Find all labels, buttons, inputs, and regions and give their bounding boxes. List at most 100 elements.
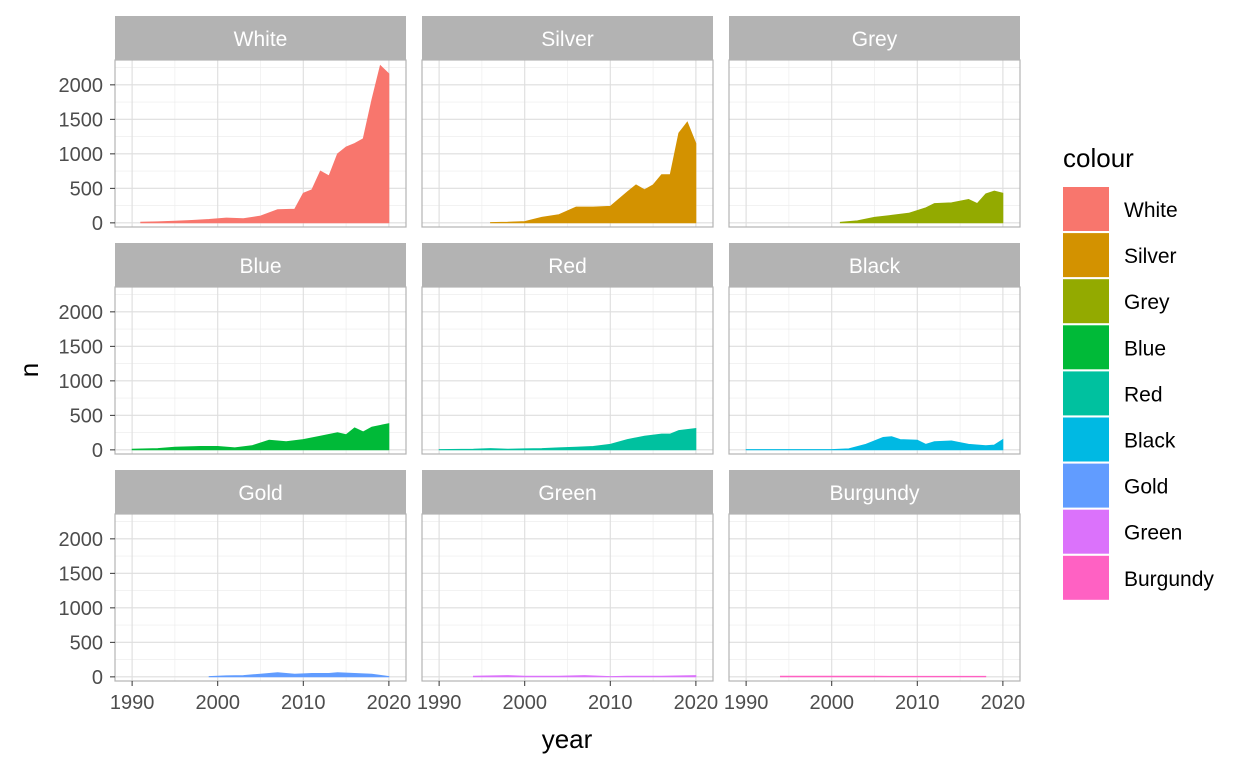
panel-grid (422, 287, 713, 454)
panel-grid (422, 60, 713, 227)
legend-title: colour (1063, 143, 1134, 173)
legend-item-gold: Gold (1063, 463, 1168, 508)
y-tick-label: 500 (70, 405, 103, 427)
panel-border (728, 286, 1021, 455)
x-tick-label: 2000 (502, 692, 547, 714)
panel-border (728, 513, 1021, 682)
facet-panel-black: Black (728, 243, 1021, 455)
facet-strip-label: Green (538, 482, 596, 505)
y-tick-label: 1000 (59, 371, 104, 393)
panel-grid (422, 514, 713, 681)
facet-panel-white: White (114, 16, 407, 228)
panel-grid (729, 514, 1020, 681)
legend-key (1063, 325, 1109, 370)
y-tick-label: 0 (92, 667, 103, 689)
area-series-white (140, 64, 390, 224)
x-tick-label: 2020 (674, 692, 719, 714)
legend-key (1063, 417, 1109, 462)
facet-strip-label: Blue (239, 255, 281, 278)
area-series-silver (490, 121, 697, 224)
panel-border (421, 59, 714, 228)
legend-label: Silver (1124, 245, 1177, 268)
legend-item-red: Red (1063, 371, 1163, 416)
panel-grid (115, 287, 406, 454)
legend-item-white: White (1063, 187, 1178, 231)
panel-border (114, 59, 407, 228)
legend-item-silver: Silver (1063, 233, 1177, 278)
area-series-green (473, 675, 697, 678)
legend-key (1063, 233, 1109, 278)
legend-label: White (1124, 199, 1178, 222)
legend-label: Red (1124, 383, 1163, 406)
legend-label: Green (1124, 522, 1182, 545)
facet-strip (422, 470, 713, 514)
area-series-blue (131, 423, 390, 451)
area-series-grey (839, 190, 1004, 224)
x-tick-label: 1990 (724, 692, 769, 714)
area-series-black (745, 436, 1004, 451)
facet-panels: White Silver Grey Blue Red Black Gold Green Burg… (114, 16, 1021, 682)
facet-strip (422, 16, 713, 60)
panel-grid (729, 60, 1020, 227)
legend-item-blue: Blue (1063, 325, 1166, 370)
legend-key (1063, 279, 1109, 324)
facet-strip (115, 470, 406, 514)
facet-strip-label: Silver (541, 28, 594, 51)
y-tick-label: 2000 (59, 302, 104, 324)
legend-key (1063, 187, 1109, 231)
y-tick-label: 0 (92, 213, 103, 235)
facet-strip (115, 243, 406, 287)
x-tick-label: 2010 (281, 692, 326, 714)
facet-panel-green: Green (421, 470, 714, 682)
area-series-gold (208, 672, 390, 678)
facet-panel-burgundy: Burgundy (728, 470, 1021, 682)
y-tick-label: 2000 (59, 529, 104, 551)
panel-border (114, 286, 407, 455)
y-tick-label: 1000 (59, 144, 104, 166)
y-axis: 0 500 1000 1500 2000 0 500 1000 1500 2000 0 500 1000… (59, 75, 115, 689)
area-series-red (438, 428, 697, 451)
facet-strip-label: Red (548, 255, 587, 278)
y-tick-label: 1000 (59, 598, 104, 620)
panel-border (114, 513, 407, 682)
x-tick-label: 2000 (809, 692, 854, 714)
legend-key (1063, 463, 1109, 508)
legend-label: Gold (1124, 476, 1168, 499)
y-axis-title: n (14, 363, 44, 377)
y-tick-label: 1500 (59, 336, 104, 358)
facet-strip (729, 243, 1020, 287)
x-axis-title: year (542, 724, 593, 754)
y-tick-label: 1500 (59, 563, 104, 585)
legend-item-black: Black (1063, 417, 1176, 462)
panel-border (728, 59, 1021, 228)
facet-strip (422, 243, 713, 287)
legend: White Silver Grey Blue Red Black Gold Green Burg… (1063, 187, 1214, 600)
facet-strip (115, 16, 406, 60)
legend-item-green: Green (1063, 509, 1182, 554)
facet-strip (729, 470, 1020, 514)
legend-key (1063, 371, 1109, 416)
legend-item-grey: Grey (1063, 279, 1170, 324)
legend-label: Blue (1124, 337, 1166, 360)
facet-strip-label: Burgundy (830, 482, 920, 505)
panel-grid (729, 287, 1020, 454)
x-tick-label: 1990 (417, 692, 462, 714)
panel-border (421, 286, 714, 455)
legend-label: Burgundy (1124, 568, 1214, 591)
legend-label: Black (1124, 430, 1176, 453)
facet-panel-gold: Gold (114, 470, 407, 682)
y-tick-label: 500 (70, 632, 103, 654)
legend-label: Grey (1124, 291, 1170, 314)
panel-border (421, 513, 714, 682)
x-tick-label: 2000 (195, 692, 240, 714)
x-tick-label: 2010 (895, 692, 940, 714)
facet-strip-label: White (234, 28, 288, 51)
facet-panel-silver: Silver (421, 16, 714, 228)
x-axis: 1990 2000 2010 2020 1990 2000 2010 2020 1990 2000… (110, 681, 1025, 714)
area-series-burgundy (780, 675, 987, 678)
facet-panel-grey: Grey (728, 16, 1021, 228)
facet-strip (729, 16, 1020, 60)
x-tick-label: 2010 (588, 692, 633, 714)
facet-strip-label: Black (849, 255, 901, 278)
facet-panel-blue: Blue (114, 243, 407, 455)
